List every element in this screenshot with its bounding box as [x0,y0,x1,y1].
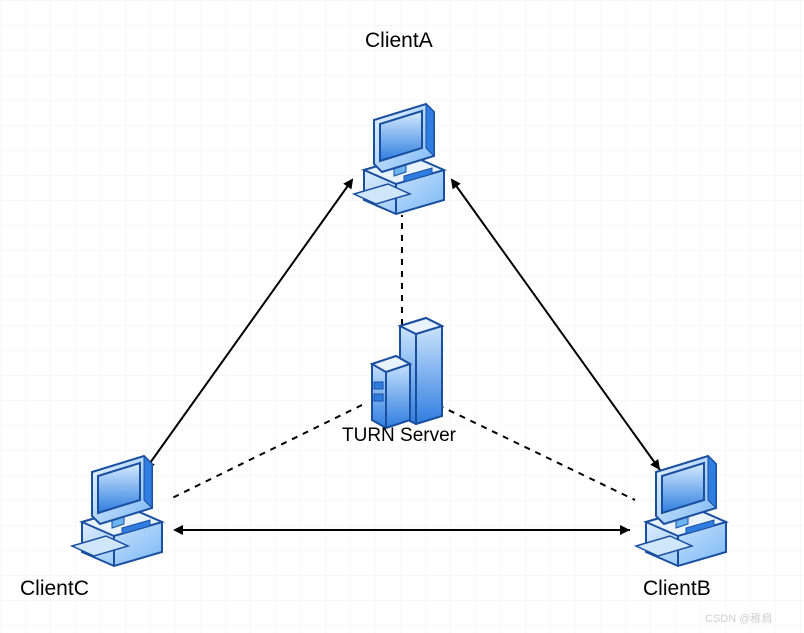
client-a-label: ClientA [365,29,433,53]
server-label: TURN Server [342,425,456,447]
diagram-canvas: ClientA ClientB ClientC TURN Server CSDN… [0,0,804,633]
client-b-label: ClientB [643,577,711,601]
watermark: CSDN @稚肩 [705,610,772,626]
diagram-svg [0,0,804,633]
client-c-label: ClientC [20,577,89,601]
